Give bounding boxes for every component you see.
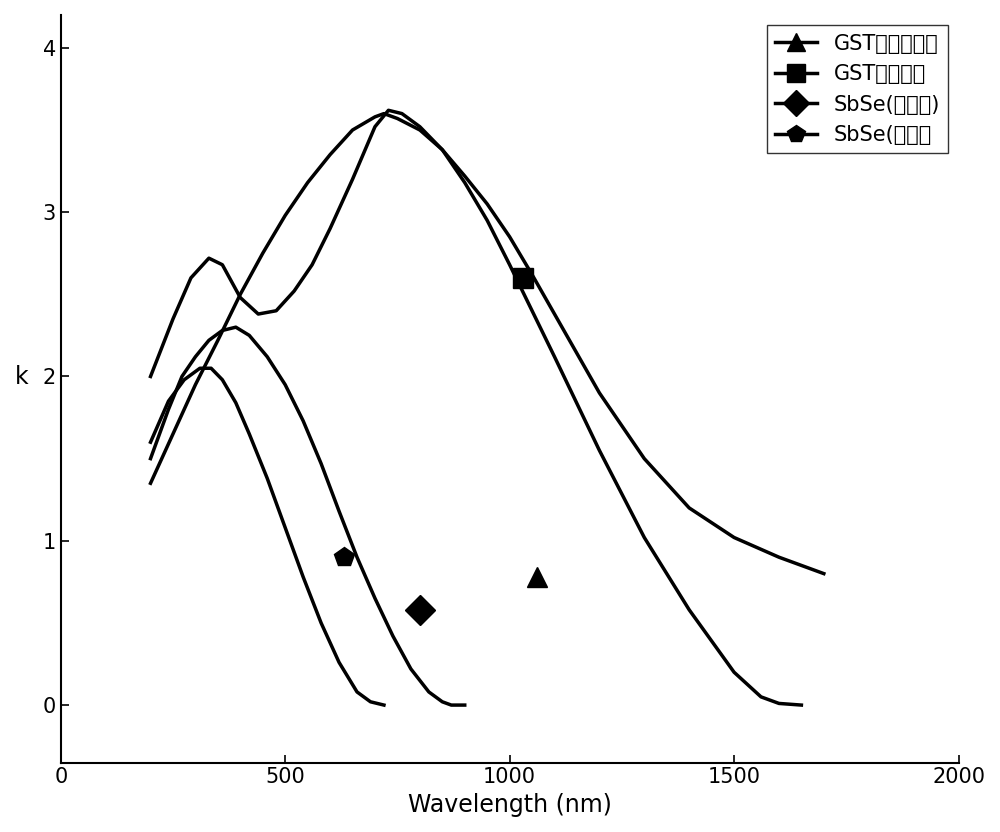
Y-axis label: k: k [15, 364, 29, 389]
Legend: GST（非晶态）, GST（晶态）, SbSe(非晶态), SbSe(晶态）: GST（非晶态）, GST（晶态）, SbSe(非晶态), SbSe(晶态） [767, 26, 948, 153]
X-axis label: Wavelength (nm): Wavelength (nm) [408, 793, 612, 817]
